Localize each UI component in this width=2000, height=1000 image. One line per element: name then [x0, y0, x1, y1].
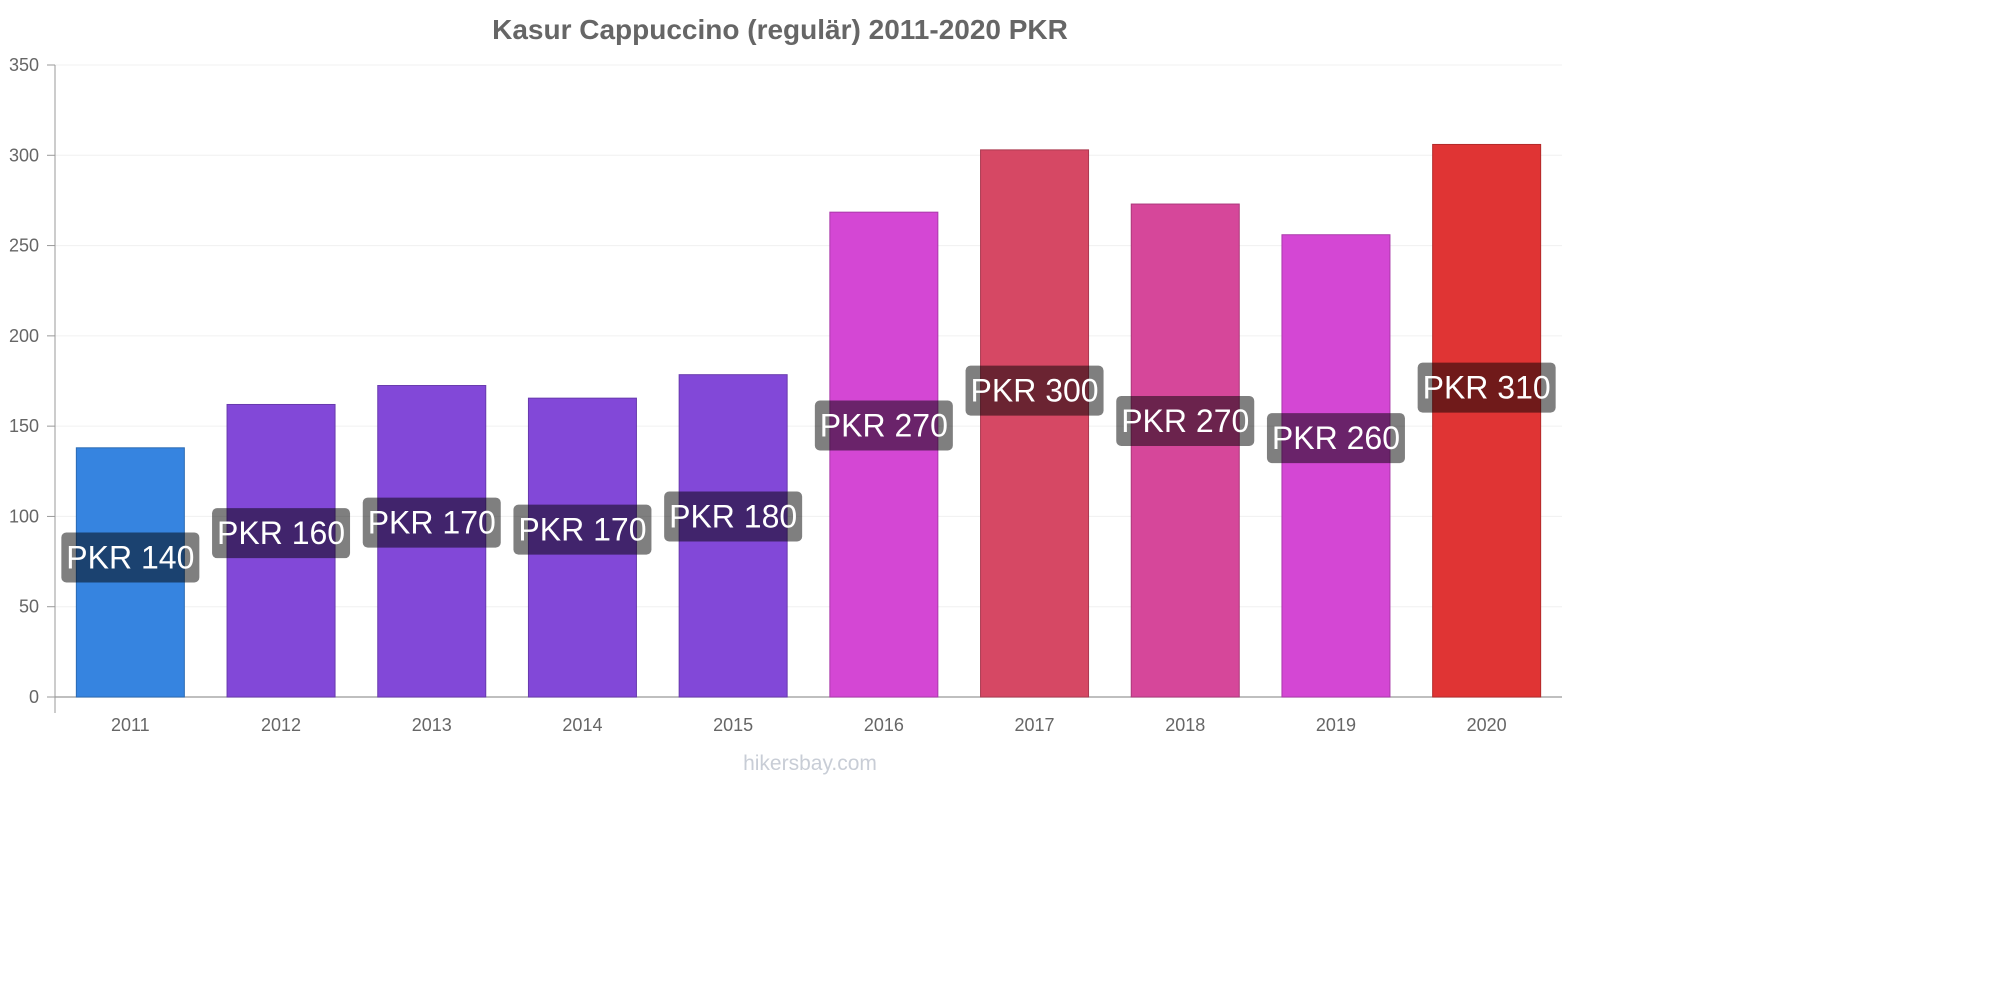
data-label-box: [1116, 395, 1255, 446]
data-label-box: [212, 508, 351, 559]
data-label-text: PKR 300: [971, 373, 1099, 409]
data-label-box: [1266, 413, 1405, 464]
data-label-box: [61, 532, 200, 583]
data-label-2020: PKR 310: [1417, 362, 1556, 413]
y-tick-label: 100: [9, 506, 39, 526]
data-label-2018: PKR 270: [1116, 395, 1255, 446]
data-label-2015: PKR 180: [664, 491, 803, 542]
data-label-2017: PKR 300: [965, 365, 1104, 416]
data-label-box: [664, 491, 803, 542]
bar-2017: [980, 149, 1090, 698]
x-tick-label: 2012: [261, 715, 301, 735]
data-label-2011: PKR 140: [61, 532, 200, 583]
x-tick-label: 2015: [713, 715, 753, 735]
data-label-text: PKR 180: [669, 499, 797, 535]
data-label-text: PKR 170: [518, 512, 646, 548]
data-label-2013: PKR 170: [362, 497, 501, 548]
y-tick-label: 250: [9, 236, 39, 256]
bar-2016: [829, 211, 939, 698]
data-label-box: [513, 504, 652, 555]
data-label-2012: PKR 160: [212, 508, 351, 559]
data-label-2016: PKR 270: [814, 400, 953, 451]
data-label-box: [362, 497, 501, 548]
y-tick-labels: 0 50 100 150 200 250 300 350: [9, 55, 39, 707]
x-tick-label: 2014: [562, 715, 602, 735]
data-label-box: [965, 365, 1104, 416]
x-tick-label: 2019: [1316, 715, 1356, 735]
x-tick-label: 2018: [1165, 715, 1205, 735]
y-tick-label: 350: [9, 55, 39, 75]
watermark: hikersbay.com: [743, 752, 877, 775]
chart-title: Kasur Cappuccino (regulär) 2011-2020 PKR: [492, 14, 1068, 45]
x-tick-labels: 2011 2012 2013 2014 2015 2016 2017 2018 2019 2020: [111, 715, 1507, 735]
data-label-box: [814, 400, 953, 451]
data-label-2019: PKR 260: [1266, 413, 1405, 464]
y-tick-label: 50: [19, 597, 39, 617]
x-tick-label: 2016: [864, 715, 904, 735]
data-label-text: PKR 310: [1423, 370, 1551, 406]
data-label-text: PKR 270: [1121, 403, 1249, 439]
data-label-text: PKR 260: [1272, 420, 1400, 456]
bar-2019: [1281, 234, 1391, 698]
bar-2020: [1432, 143, 1542, 698]
x-tick-label: 2020: [1467, 715, 1507, 735]
data-label-text: PKR 270: [820, 407, 948, 443]
x-tick-label: 2011: [111, 715, 150, 735]
data-label-text: PKR 170: [368, 505, 496, 541]
data-label-box: [1417, 362, 1556, 413]
data-label-text: PKR 140: [66, 539, 194, 575]
y-tick-label: 200: [9, 326, 39, 346]
x-tick-label: 2017: [1015, 715, 1055, 735]
data-label-2014: PKR 170: [513, 504, 652, 555]
y-tick-label: 0: [29, 687, 39, 707]
y-tick-label: 150: [9, 416, 39, 436]
data-label-text: PKR 160: [217, 515, 345, 551]
data-labels: PKR 140 PKR 160 PKR 170 PKR 170 PKR 180 PKR 2…: [61, 362, 1556, 583]
x-tick-label: 2013: [412, 715, 452, 735]
y-tick-label: 300: [9, 145, 39, 165]
bar-2018: [1130, 203, 1240, 698]
